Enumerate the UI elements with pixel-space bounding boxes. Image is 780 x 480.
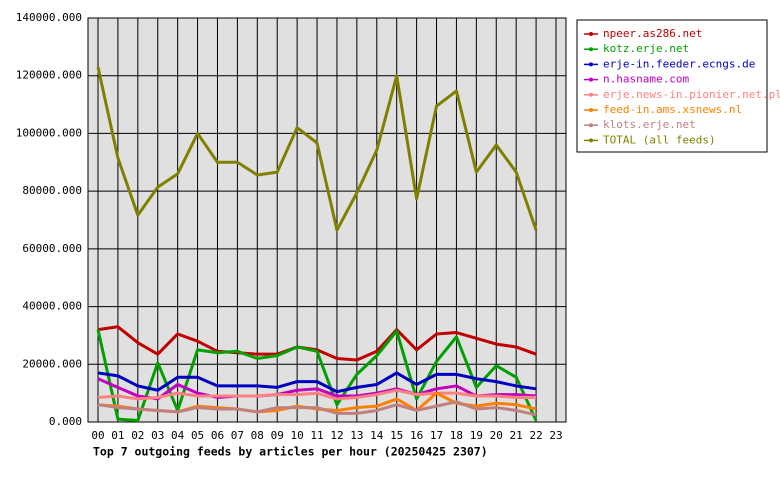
x-tick-label: 00 — [91, 429, 104, 442]
series-line — [97, 400, 537, 417]
x-tick-label: 07 — [231, 429, 244, 442]
legend-label: npeer.as286.net — [603, 27, 702, 40]
legend-label: TOTAL (all feeds) — [603, 133, 716, 146]
x-tick-label: 02 — [131, 429, 144, 442]
x-tick-label: 20 — [490, 429, 503, 442]
x-tick-label: 06 — [211, 429, 224, 442]
x-tick-label: 04 — [171, 429, 185, 442]
x-tick-label: 22 — [529, 429, 542, 442]
series-line — [97, 371, 537, 394]
legend — [576, 19, 768, 153]
legend-label: klots.erje.net — [603, 118, 696, 131]
x-tick-label: 15 — [390, 429, 403, 442]
legend-marker — [589, 108, 593, 112]
x-tick-label: 08 — [251, 429, 264, 442]
legend-label: feed-in.ams.xsnews.nl — [603, 103, 742, 116]
y-tick-label: 120000.000 — [16, 69, 82, 82]
legend-marker — [589, 32, 593, 36]
x-tick-label: 05 — [191, 429, 204, 442]
x-tick-label: 09 — [271, 429, 284, 442]
y-tick-label: 40000.000 — [22, 300, 82, 313]
y-tick-label: 100000.000 — [16, 126, 82, 139]
y-tick-label: 60000.000 — [22, 242, 82, 255]
x-tick-label: 18 — [450, 429, 463, 442]
series-line — [97, 388, 537, 401]
y-tick-label: 20000.000 — [22, 357, 82, 370]
legend-label: kotz.erje.net — [603, 42, 689, 55]
x-tick-label: 01 — [111, 429, 124, 442]
x-tick-label: 10 — [291, 429, 304, 442]
y-tick-label: 140000.000 — [16, 11, 82, 24]
x-tick-label: 19 — [470, 429, 483, 442]
x-tick-label: 14 — [370, 429, 384, 442]
legend-label: erje.news-in.pionier.net.pl — [603, 88, 780, 101]
legend-label: n.hasname.com — [603, 73, 689, 86]
x-tick-label: 12 — [330, 429, 343, 442]
y-tick-label: 80000.000 — [22, 184, 82, 197]
chart-title: Top 7 outgoing feeds by articles per hou… — [93, 445, 488, 459]
legend-marker — [589, 123, 593, 128]
x-tick-label: 21 — [510, 429, 523, 442]
plot-border — [87, 17, 567, 423]
series-line — [97, 377, 537, 401]
legend-marker — [589, 62, 593, 67]
x-tick-label: 17 — [430, 429, 443, 442]
x-tick-label: 03 — [151, 429, 164, 442]
legend-marker — [589, 92, 593, 97]
series-line — [96, 66, 538, 232]
legend-marker — [589, 138, 593, 143]
x-tick-label: 13 — [350, 429, 363, 442]
x-tick-label: 23 — [549, 429, 562, 442]
y-tick-label: 0.000 — [49, 415, 82, 428]
legend-label: erje-in.feeder.ecngs.de — [603, 57, 755, 70]
x-tick-label: 16 — [410, 429, 423, 442]
legend-marker — [589, 47, 593, 52]
plot-area — [88, 18, 566, 422]
legend-marker — [589, 77, 593, 82]
x-tick-label: 11 — [310, 429, 323, 442]
